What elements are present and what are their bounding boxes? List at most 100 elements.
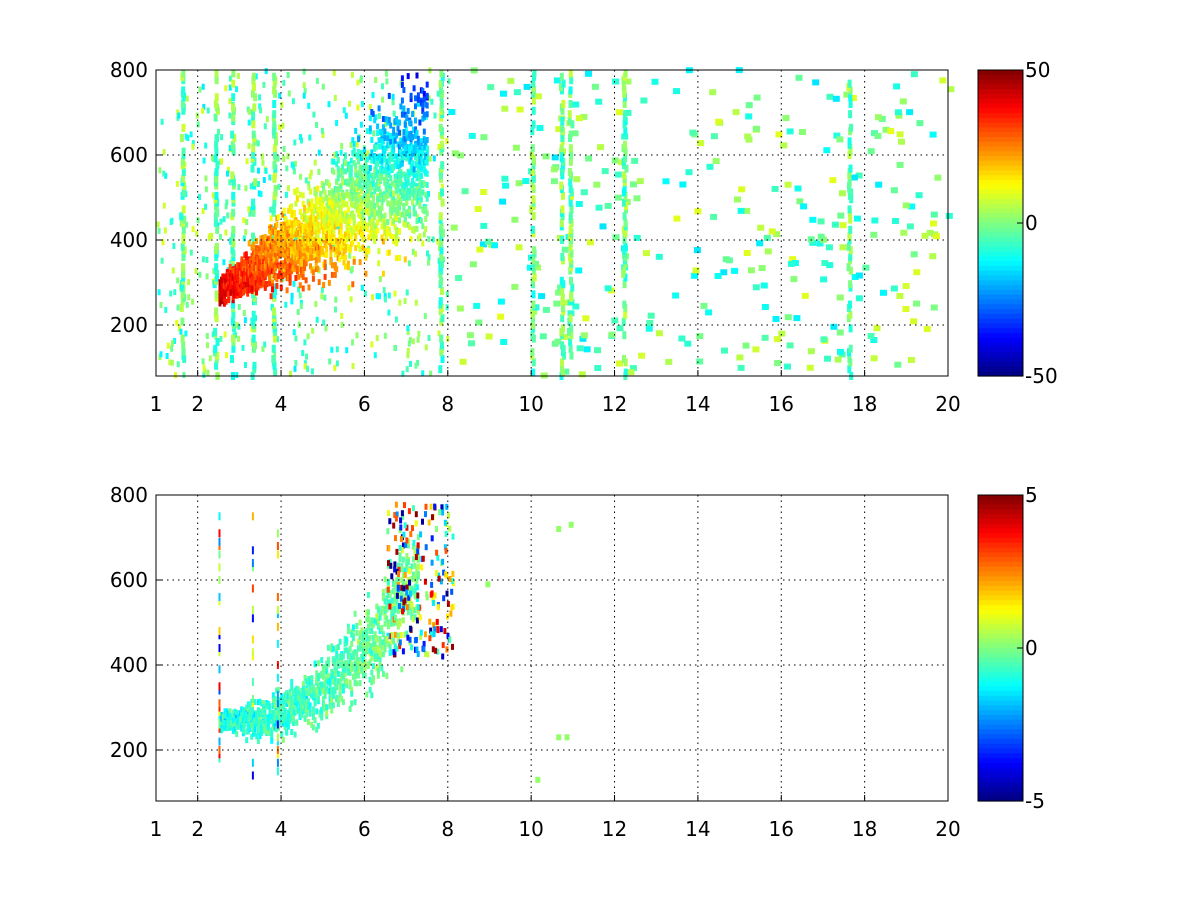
heatmap-cell <box>280 101 284 108</box>
heatmap-cell <box>321 83 325 90</box>
heatmap-cell <box>256 707 260 714</box>
heatmap-cell <box>175 180 179 187</box>
heatmap-cell <box>306 719 310 725</box>
heatmap-cell <box>585 155 593 162</box>
heatmap-cell <box>427 254 431 261</box>
heatmap-cell <box>305 678 309 685</box>
heatmap-cell <box>366 661 370 668</box>
heatmap-cell <box>623 368 628 377</box>
heatmap-cell <box>220 298 223 305</box>
x-tick-label: 4 <box>275 392 288 416</box>
heatmap-cell <box>281 717 285 723</box>
heatmap-cell <box>345 636 349 643</box>
heatmap-cell <box>416 139 420 146</box>
heatmap-cell <box>757 224 765 231</box>
heatmap-cell <box>363 181 366 188</box>
heatmap-cell <box>536 125 544 131</box>
heatmap-cell <box>377 248 381 255</box>
heatmap-cell <box>440 259 445 268</box>
heatmap-cell <box>292 209 296 216</box>
heatmap-cell <box>301 274 305 280</box>
heatmap-cell <box>377 113 381 119</box>
heatmap-cell <box>623 110 628 119</box>
heatmap-cell <box>288 717 292 724</box>
plot-area <box>156 495 948 801</box>
heatmap-cell <box>226 718 230 725</box>
heatmap-cell <box>855 172 863 179</box>
heatmap-cell <box>430 98 434 105</box>
heatmap-cell <box>343 647 347 654</box>
heatmap-cell <box>538 293 546 300</box>
heatmap-cell <box>161 239 165 246</box>
heatmap-cell <box>633 234 641 241</box>
heatmap-cell <box>345 179 349 186</box>
heatmap-cell <box>246 701 250 708</box>
heatmap-cell <box>226 170 229 177</box>
y-tick-label: 600 <box>110 143 148 167</box>
heatmap-cell <box>261 708 265 715</box>
heatmap-cell <box>629 365 637 372</box>
heatmap-cell <box>333 688 337 695</box>
heatmap-cell <box>358 680 362 687</box>
heatmap-cell <box>298 692 302 699</box>
heatmap-cell <box>311 241 315 248</box>
heatmap-cell <box>201 358 205 365</box>
heatmap-cell <box>255 718 259 725</box>
heatmap-cell <box>371 621 375 628</box>
heatmap-cell <box>623 219 628 227</box>
heatmap-cell <box>287 232 291 239</box>
heatmap-cell <box>228 98 232 105</box>
heatmap-cell <box>829 177 837 184</box>
heatmap-cell <box>422 128 426 135</box>
heatmap-cell <box>323 675 327 682</box>
heatmap-cell <box>224 229 228 236</box>
heatmap-cell <box>429 370 433 377</box>
heatmap-cell <box>285 700 289 707</box>
heatmap-cell <box>290 700 294 707</box>
heatmap-cell <box>383 576 387 583</box>
heatmap-cell <box>396 607 400 614</box>
heatmap-cell <box>361 231 365 238</box>
heatmap-cell <box>299 299 303 306</box>
heatmap-cell <box>583 346 591 353</box>
heatmap-cell <box>346 623 350 630</box>
heatmap-cell <box>383 212 387 219</box>
heatmap-cell <box>231 113 236 122</box>
heatmap-cell <box>745 136 753 143</box>
heatmap-cell <box>264 167 268 174</box>
heatmap-cell <box>361 185 365 192</box>
heatmap-cell <box>622 300 627 309</box>
heatmap-cell <box>301 285 305 292</box>
heatmap-cell <box>244 229 248 236</box>
heatmap-cell <box>387 545 391 552</box>
heatmap-cell <box>320 248 324 255</box>
heatmap-cell <box>515 244 523 251</box>
heatmap-cell <box>401 617 405 624</box>
heatmap-cell <box>328 677 332 684</box>
heatmap-cell <box>213 327 218 336</box>
heatmap-cell <box>902 283 910 289</box>
heatmap-cell <box>256 718 260 725</box>
heatmap-cell <box>423 313 427 320</box>
heatmap-cell <box>837 212 845 219</box>
heatmap-cell <box>381 631 385 638</box>
heatmap-cell <box>398 129 401 136</box>
heatmap-cell <box>380 205 384 212</box>
heatmap-cell <box>363 672 367 679</box>
heatmap-cell <box>405 114 409 121</box>
heatmap-cell <box>432 622 436 629</box>
heatmap-cell <box>350 661 354 668</box>
heatmap-cell <box>568 338 573 346</box>
heatmap-cell <box>390 608 394 615</box>
heatmap-cell <box>288 692 292 699</box>
heatmap-cell <box>220 134 224 141</box>
heatmap-cell <box>335 266 339 273</box>
heatmap-cell <box>424 344 428 351</box>
heatmap-cell <box>426 651 430 658</box>
heatmap-cell <box>375 293 379 300</box>
heatmap-cell <box>310 680 314 686</box>
heatmap-cell <box>534 264 541 271</box>
heatmap-cell <box>214 168 219 176</box>
heatmap-cell <box>319 190 323 197</box>
heatmap-cell <box>266 237 270 244</box>
